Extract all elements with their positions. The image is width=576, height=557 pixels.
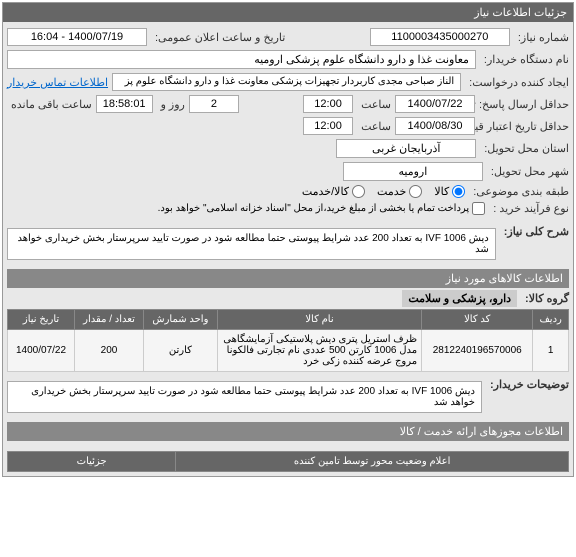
table-header-row: ردیف کد کالا نام کالا واحد شمارش تعداد /… [8, 310, 569, 330]
notes-box: دیش IVF 1006 به تعداد 200 عدد شرایط پیوس… [7, 381, 482, 413]
requester-label: ایجاد کننده درخواست: [465, 76, 569, 89]
group-value: دارو، پزشکی و سلامت [402, 290, 517, 307]
td-qty: 200 [75, 330, 144, 372]
row-category: طبقه بندی موضوعی: کالا خدمت کالا/خدمت [7, 183, 569, 200]
validity-date-field: 1400/08/30 [395, 117, 475, 135]
table-row[interactable]: 1 2812240196570006 ظرف استریل پتری دیش پ… [8, 330, 569, 372]
validity-label: حداقل تاریخ اعتبار قیمت: تا تاریخ: [479, 120, 569, 133]
need-number-field: 1100003435000270 [370, 28, 510, 46]
radio-goods-label: کالا [434, 185, 449, 198]
process-note: پرداخت تمام یا بخشی از مبلغ خرید،از محل … [158, 203, 470, 214]
items-section-header: اطلاعات کالاهای مورد نیاز [7, 269, 569, 288]
permits-section-header: اطلاعات مجوزهای ارائه خدمت / کالا [7, 422, 569, 441]
buyer-label: نام دستگاه خریدار: [480, 53, 569, 66]
remaining-label: ساعت باقی مانده [7, 98, 92, 111]
items-table: ردیف کد کالا نام کالا واحد شمارش تعداد /… [7, 309, 569, 372]
category-radio-group: کالا خدمت کالا/خدمت [302, 185, 465, 198]
td-unit: کارتن [143, 330, 217, 372]
radio-goods[interactable]: کالا [434, 185, 465, 198]
city-field: ارومیه [343, 162, 483, 181]
notes-label: توضیحات خریدار: [486, 378, 569, 391]
city-label: شهر محل تحویل: [487, 165, 569, 178]
radio-both[interactable]: کالا/خدمت [302, 185, 365, 198]
row-process: نوع فرآیند خرید : پرداخت تمام یا بخشی از… [7, 200, 569, 217]
process-label: نوع فرآیند خرید : [489, 202, 569, 215]
td-row: 1 [533, 330, 569, 372]
main-panel: جزئیات اطلاعات نیاز شماره نیاز: 11000034… [2, 2, 574, 477]
process-checkbox-input[interactable] [472, 202, 485, 215]
desc-box: دیش IVF 1006 به تعداد 200 عدد شرایط پیوس… [7, 228, 496, 260]
radio-service-label: خدمت [377, 185, 406, 198]
radio-service-input[interactable] [409, 185, 422, 198]
time-label-2: ساعت [357, 120, 391, 133]
time-label-1: ساعت [357, 98, 391, 111]
group-label: گروه کالا: [521, 292, 569, 305]
min-send-label: حداقل ارسال پاسخ: تا تاریخ: [479, 98, 569, 111]
row-notes: توضیحات خریدار: دیش IVF 1006 به تعداد 20… [7, 376, 569, 418]
th-qty: تعداد / مقدار [75, 310, 144, 330]
radio-service[interactable]: خدمت [377, 185, 422, 198]
min-date-field: 1400/07/22 [395, 95, 475, 113]
category-label: طبقه بندی موضوعی: [469, 185, 569, 198]
validity-time-field: 12:00 [303, 117, 353, 135]
buyer-field: معاونت غذا و دارو دانشگاه علوم پزشکی ارو… [7, 50, 476, 69]
td-name: ظرف استریل پتری دیش پلاستیکی آزمایشگاهی … [217, 330, 421, 372]
day-count-field: 2 [189, 95, 239, 113]
row-province: استان محل تحویل: آذربایجان غربی [7, 137, 569, 160]
province-label: استان محل تحویل: [480, 142, 569, 155]
desc-label: شرح کلی نیاز: [500, 225, 569, 238]
panel-title: جزئیات اطلاعات نیاز [3, 3, 573, 22]
radio-both-input[interactable] [352, 185, 365, 198]
row-group: گروه کالا: دارو، پزشکی و سلامت [7, 288, 569, 309]
datetime-field: 1400/07/19 - 16:04 [7, 28, 147, 46]
footer-th-right: جزئیات [8, 452, 176, 472]
day-label: روز و [157, 98, 185, 111]
row-requester: ایجاد کننده درخواست: الناز صباحی مجدی کا… [7, 71, 569, 93]
row-city: شهر محل تحویل: ارومیه [7, 160, 569, 183]
need-number-label: شماره نیاز: [514, 31, 569, 44]
province-field: آذربایجان غربی [336, 139, 476, 158]
td-code: 2812240196570006 [422, 330, 533, 372]
contact-link[interactable]: اطلاعات تماس خریدار [7, 76, 108, 89]
th-row: ردیف [533, 310, 569, 330]
radio-both-label: کالا/خدمت [302, 185, 349, 198]
th-unit: واحد شمارش [143, 310, 217, 330]
panel-body: شماره نیاز: 1100003435000270 تاریخ و ساع… [3, 22, 573, 476]
requester-field: الناز صباحی مجدی کاربردار تجهیزات پزشکی … [112, 73, 461, 91]
countdown-field: 18:58:01 [96, 95, 153, 113]
radio-goods-input[interactable] [452, 185, 465, 198]
process-checkbox[interactable]: پرداخت تمام یا بخشی از مبلغ خرید،از محل … [158, 202, 486, 215]
row-buyer: نام دستگاه خریدار: معاونت غذا و دارو دان… [7, 48, 569, 71]
row-validity: حداقل تاریخ اعتبار قیمت: تا تاریخ: 1400/… [7, 115, 569, 137]
th-code: کد کالا [422, 310, 533, 330]
footer-table: اعلام وضعیت محور توسط تامین کننده جزئیات [7, 451, 569, 472]
td-date: 1400/07/22 [8, 330, 75, 372]
footer-th-left: اعلام وضعیت محور توسط تامین کننده [176, 452, 569, 472]
min-time-field: 12:00 [303, 95, 353, 113]
datetime-label: تاریخ و ساعت اعلان عمومی: [151, 31, 285, 44]
row-min-send: حداقل ارسال پاسخ: تا تاریخ: 1400/07/22 س… [7, 93, 569, 115]
th-date: تاریخ نیاز [8, 310, 75, 330]
row-desc: شرح کلی نیاز: دیش IVF 1006 به تعداد 200 … [7, 223, 569, 265]
th-name: نام کالا [217, 310, 421, 330]
footer-header-row: اعلام وضعیت محور توسط تامین کننده جزئیات [8, 452, 569, 472]
row-need-number: شماره نیاز: 1100003435000270 تاریخ و ساع… [7, 26, 569, 48]
